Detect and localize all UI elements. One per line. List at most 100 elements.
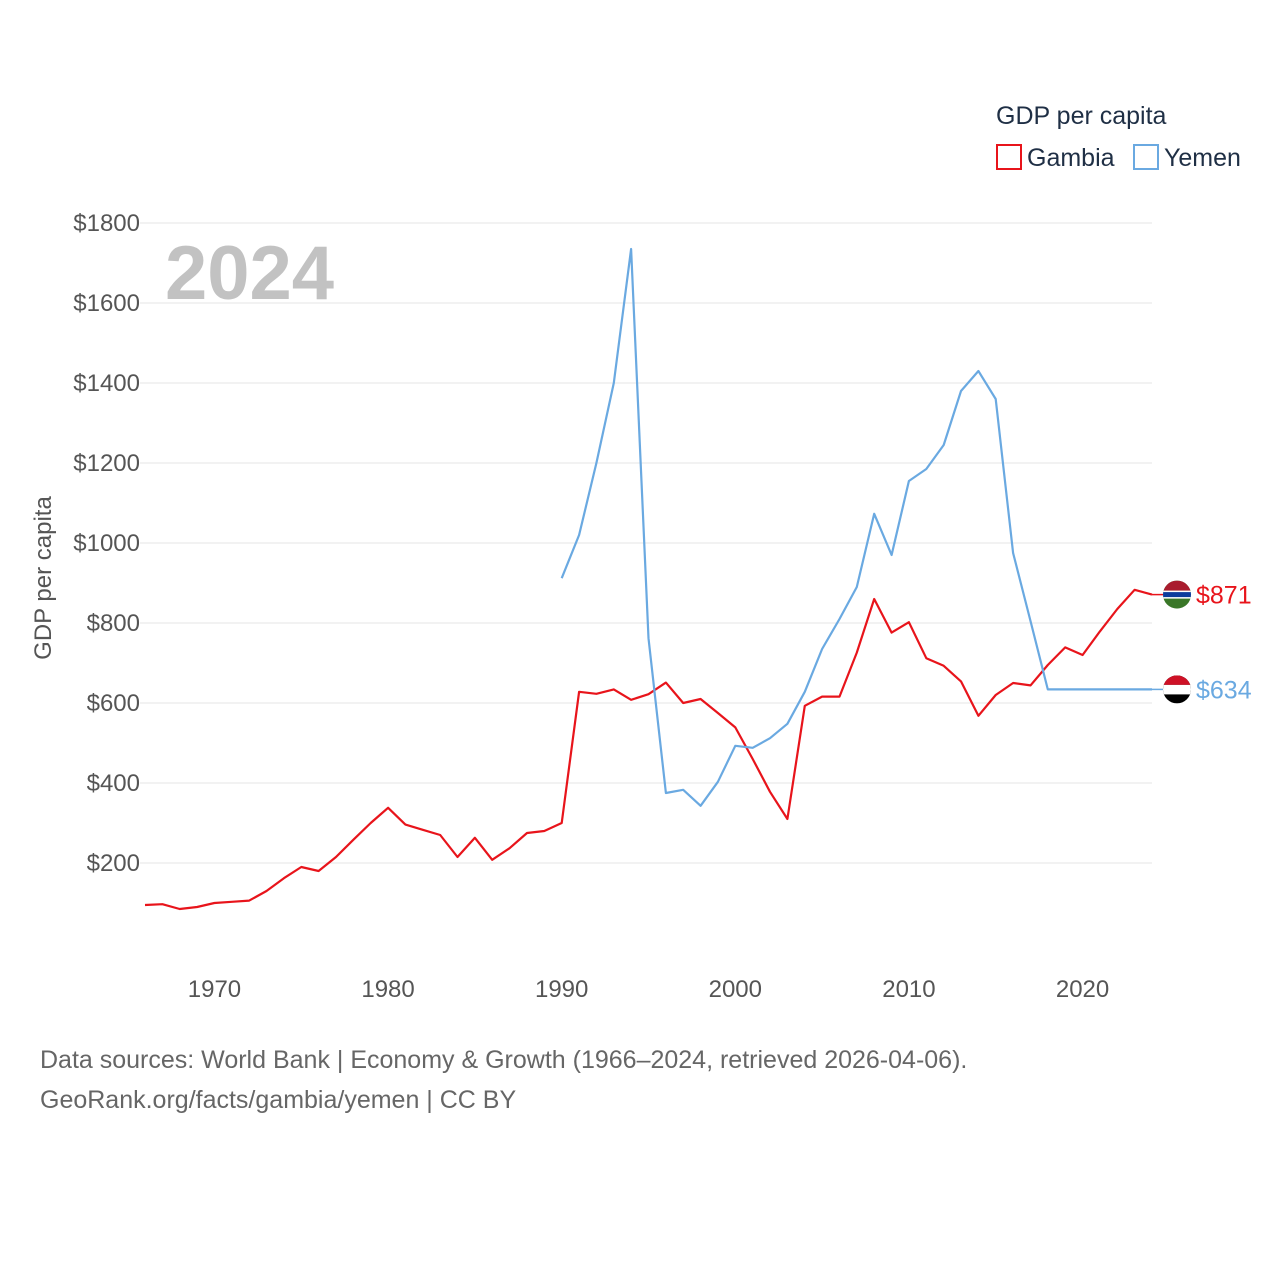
series-line-gambia[interactable] [144,588,1153,911]
data-point-gambia [420,827,426,833]
data-point-gambia [854,650,860,656]
y-tick-label: $600 [87,690,140,717]
legend: GDP per capita Gambia Yemen [996,102,1241,172]
data-point-gambia [281,875,287,881]
data-point-gambia [698,696,704,702]
data-point-gambia [177,906,183,912]
data-point-yemen [871,511,877,517]
y-axis-ticks: $200 $400 $600 $800 $1000 $1200 $1400 $1600 $180… [73,210,140,877]
data-point-gambia [750,756,756,762]
data-point-yemen [1062,686,1068,692]
gambia-flag-icon [1163,580,1191,609]
data-point-yemen [1080,686,1086,692]
data-point-gambia [142,902,148,908]
data-sources-text: Data sources: World Bank | Economy & Gro… [40,1046,968,1074]
data-point-yemen [1097,686,1103,692]
data-point-gambia [958,678,964,684]
data-point-gambia [246,898,252,904]
data-point-gambia [611,686,617,692]
data-point-yemen [611,380,617,386]
data-point-yemen [958,388,964,394]
footer: Data sources: World Bank | Economy & Gro… [40,1040,967,1120]
data-point-gambia [1097,628,1103,634]
data-point-yemen [767,735,773,741]
data-point-gambia [541,828,547,834]
data-point-yemen [1045,686,1051,692]
end-value-label-yemen: $634 [1196,676,1252,704]
y-axis-label: GDP per capita [30,496,57,660]
data-point-gambia [941,663,947,669]
y-tick-label: $1200 [73,450,140,477]
yemen-flag-icon [1163,675,1191,704]
y-tick-label: $1400 [73,370,140,397]
legend-title: GDP per capita [996,102,1167,130]
data-point-yemen [732,743,738,749]
x-tick-label: 1970 [188,976,241,1003]
data-point-gambia [368,820,374,826]
gdp-line-chart: $200 $400 $600 $800 $1000 $1200 $1400 $1600 $180… [30,102,1252,1003]
end-markers: $871 $634 [1152,580,1252,704]
data-point-gambia [437,832,443,838]
data-point-gambia [646,691,652,697]
data-point-yemen [1132,686,1138,692]
y-tick-label: $1600 [73,290,140,317]
data-point-gambia [298,864,304,870]
data-point-gambia [194,904,200,910]
data-point-yemen [1027,618,1033,624]
data-point-yemen [698,803,704,809]
y-tick-label: $1000 [73,530,140,557]
data-point-gambia [1010,680,1016,686]
data-point-gambia [680,700,686,706]
data-point-gambia [264,888,270,894]
legend-swatch-yemen[interactable] [1133,144,1159,170]
data-point-gambia [559,820,565,826]
data-point-gambia [159,901,165,907]
data-point-gambia [1114,606,1120,612]
data-point-gambia [819,694,825,700]
y-tick-label: $1800 [73,210,140,237]
data-point-gambia [975,713,981,719]
data-point-yemen [836,616,842,622]
data-point-gambia [489,857,495,863]
data-point-gambia [333,854,339,860]
data-point-gambia [350,837,356,843]
x-tick-label: 1980 [361,976,414,1003]
x-tick-label: 1990 [535,976,588,1003]
data-point-gambia [1080,652,1086,658]
data-point-gambia [316,868,322,874]
x-tick-label: 2000 [709,976,762,1003]
y-tick-label: $400 [87,770,140,797]
attribution-text: GeoRank.org/facts/gambia/yemen | CC BY [40,1086,517,1114]
data-point-yemen [646,635,652,641]
data-point-gambia [871,596,877,602]
data-point-gambia [889,630,895,636]
data-point-yemen [559,575,565,581]
data-point-gambia [1027,682,1033,688]
data-point-yemen [750,745,756,751]
legend-label-gambia[interactable]: Gambia [1027,144,1115,172]
data-point-yemen [854,584,860,590]
legend-swatch-gambia[interactable] [996,144,1022,170]
data-point-gambia [767,789,773,795]
data-point-yemen [802,689,808,695]
end-value-label-gambia: $871 [1196,582,1252,610]
data-point-gambia [385,805,391,811]
legend-label-yemen[interactable]: Yemen [1164,144,1241,172]
data-point-gambia [628,697,634,703]
data-point-gambia [715,710,721,716]
x-tick-label: 2020 [1056,976,1109,1003]
data-point-gambia [663,680,669,686]
data-point-yemen [993,396,999,402]
data-point-yemen [819,646,825,652]
gridlines [140,222,1152,864]
data-point-yemen [923,466,929,472]
data-point-yemen [1114,686,1120,692]
data-point-yemen [715,779,721,785]
data-point-gambia [455,854,461,860]
series-line-yemen[interactable] [560,247,1152,807]
data-point-gambia [402,822,408,828]
data-point-gambia [1132,587,1138,593]
data-point-gambia [993,692,999,698]
data-point-yemen [1010,550,1016,556]
x-axis-ticks: 1970 1980 1990 2000 2010 2020 [188,976,1109,1003]
